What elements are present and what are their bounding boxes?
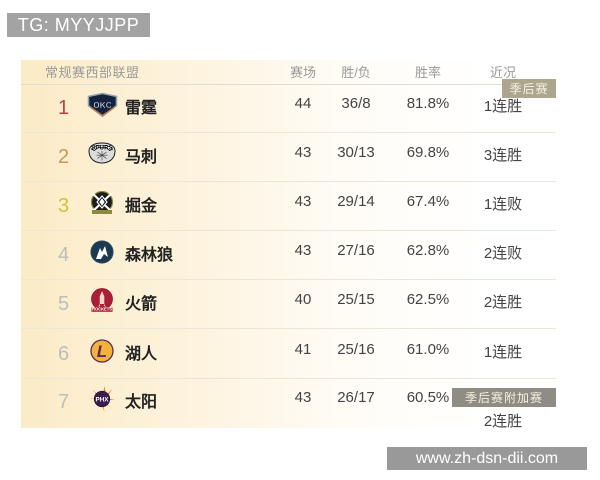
svg-text:L: L [97,342,107,361]
svg-text:OKC: OKC [93,100,111,110]
svg-text:PHX: PHX [96,397,110,404]
svg-text:ROCKETS: ROCKETS [92,307,112,312]
svg-text:SPURS: SPURS [91,145,113,152]
